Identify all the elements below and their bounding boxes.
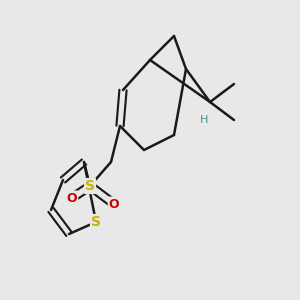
Text: S: S (91, 215, 101, 229)
Text: H: H (200, 115, 208, 125)
Text: O: O (109, 197, 119, 211)
Text: S: S (85, 179, 95, 193)
Text: O: O (67, 191, 77, 205)
